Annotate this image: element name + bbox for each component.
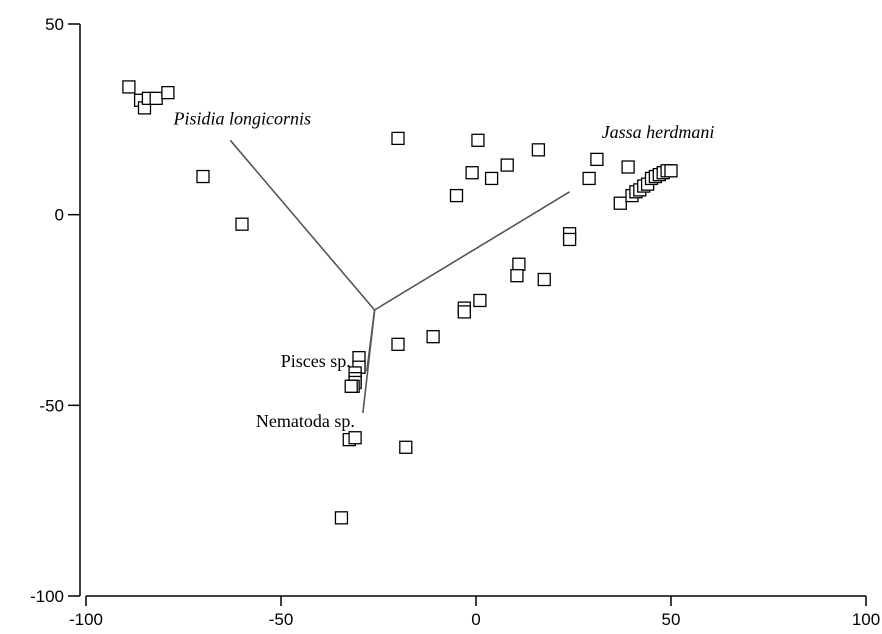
- sample-point: [391, 337, 405, 351]
- sample-point: [471, 133, 485, 147]
- y-tick-label: 50: [45, 15, 64, 34]
- sample-point: [484, 171, 499, 186]
- sample-point: [426, 330, 440, 344]
- y-axis-ticks: 50 0 -50 -100: [30, 15, 80, 606]
- sample-points: [122, 80, 678, 525]
- species-vector-label: Pisidia longicornis: [173, 108, 312, 128]
- sample-point: [465, 166, 479, 180]
- sample-point: [537, 272, 551, 287]
- sample-point: [122, 80, 136, 94]
- sample-point: [348, 431, 362, 445]
- sample-point: [590, 152, 604, 167]
- sample-point: [161, 85, 175, 100]
- x-tick-label: 0: [471, 610, 480, 629]
- sample-point: [391, 131, 405, 146]
- x-tick-label: 100: [852, 610, 880, 629]
- sample-point: [457, 305, 471, 319]
- sample-point: [235, 217, 249, 231]
- sample-point: [664, 164, 678, 178]
- x-tick-label: -50: [269, 610, 294, 629]
- sample-point: [512, 257, 526, 271]
- y-tick-label: -50: [39, 396, 64, 415]
- y-tick-label: 0: [55, 206, 64, 225]
- sample-point: [334, 511, 349, 525]
- x-tick-label: 50: [662, 610, 681, 629]
- sample-point: [500, 158, 514, 172]
- x-axis-ticks: -100 -50 0 50 100: [69, 596, 880, 629]
- sample-point: [399, 440, 413, 454]
- species-vector-label: Pisces sp.: [281, 351, 351, 371]
- species-vectors: Pisidia longicornis Jassa herdmani Pisces …: [173, 108, 715, 431]
- species-vector-label: Jassa herdmani: [602, 122, 715, 142]
- sample-point: [510, 269, 524, 283]
- species-vector-line: [229, 139, 376, 311]
- sample-point: [621, 160, 635, 174]
- sample-point: [149, 91, 163, 106]
- sample-point: [344, 379, 358, 393]
- sample-point: [562, 232, 577, 247]
- sample-point: [613, 196, 627, 210]
- species-vector-line: [362, 309, 376, 414]
- y-tick-label: -100: [30, 587, 64, 606]
- sample-point: [473, 293, 487, 308]
- species-vector-label: Nematoda sp.: [256, 411, 355, 431]
- species-vector-line: [374, 191, 571, 311]
- sample-point: [531, 143, 546, 157]
- x-tick-label: -100: [69, 610, 103, 629]
- sample-point: [449, 188, 464, 203]
- sample-point: [196, 169, 210, 184]
- sample-point: [582, 171, 596, 186]
